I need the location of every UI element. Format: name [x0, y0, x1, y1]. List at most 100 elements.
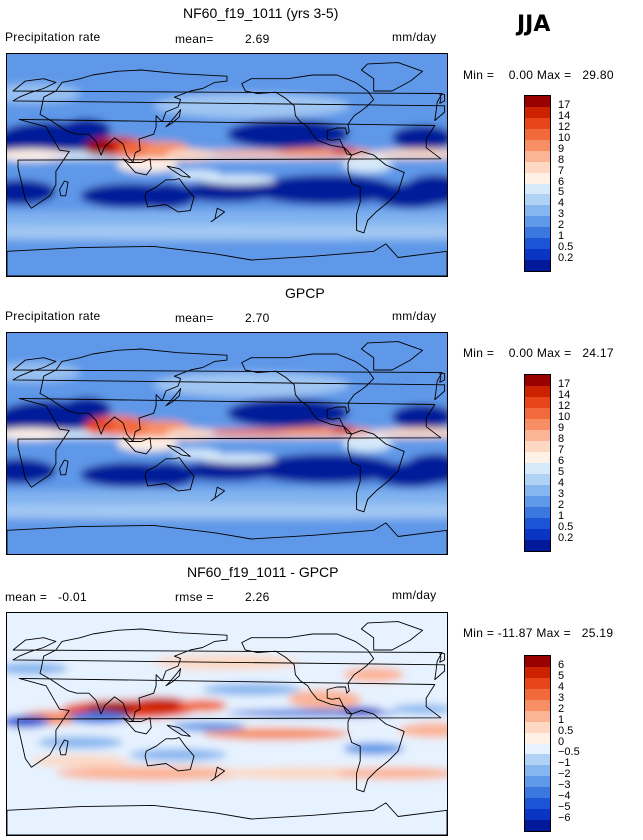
colorbar-tick-label: 0.2: [558, 252, 574, 265]
panel3-mean-label: mean = -0.01: [5, 590, 87, 604]
colorbar-swatch: [525, 677, 550, 689]
colorbar-tick-label: 3: [558, 691, 565, 704]
coastline: [165, 388, 182, 407]
coastline: [144, 737, 195, 772]
panel2-units: mm/day: [392, 309, 437, 323]
colorbar-tick-label: 5: [558, 186, 565, 199]
colorbar-tick-label: 4: [558, 477, 565, 489]
coastline: [7, 802, 447, 835]
colorbar-swatch: [525, 798, 550, 810]
colorbar-swatch: [525, 397, 550, 408]
coastline: [122, 717, 152, 735]
colorbar-tick-label: 9: [558, 142, 565, 155]
map-field: [7, 54, 447, 276]
colorbar-tick-label: 8: [558, 433, 565, 445]
coastline: [144, 457, 195, 492]
colorbar-tick-label: −1: [558, 757, 571, 770]
colorbar-tick-label: 6: [558, 175, 565, 188]
colorbar-swatch: [525, 128, 550, 140]
panel3-title: NF60_f19_1011 - GPCP: [187, 564, 339, 580]
map-field: [7, 333, 447, 554]
colorbar-tick-label: −4: [558, 790, 571, 803]
coastline: [241, 74, 375, 156]
colorbar-tick-label: −3: [558, 779, 571, 792]
colorbar-swatch: [525, 408, 550, 419]
colorbar-swatch: [525, 249, 550, 261]
colorbar-tick-label: 7: [558, 164, 565, 177]
colorbar-tick-label: 8: [558, 153, 565, 166]
colorbar-tick-label: −2: [558, 768, 571, 781]
coastline: [166, 724, 191, 737]
coastline: [165, 668, 182, 687]
colorbar-swatch: [525, 205, 550, 217]
panel1-variable-label: Precipitation rate: [5, 30, 101, 44]
colorbar-swatch: [525, 776, 550, 788]
coastline: [241, 633, 375, 715]
colorbar-swatch: [525, 809, 550, 821]
colorbar-swatch: [525, 161, 550, 173]
colorbar-tick-label: 10: [558, 411, 571, 423]
panel2-variable-label: Precipitation rate: [5, 309, 101, 323]
panel3-colorbar: [524, 655, 551, 832]
coastline: [59, 459, 69, 476]
colorbar-tick-label: 17: [558, 98, 571, 111]
coastline: [12, 357, 446, 401]
coastline: [166, 444, 191, 457]
panel1-map: [6, 53, 448, 277]
panel1-mean-label: mean=: [175, 32, 214, 46]
panel2-colorbar: [524, 374, 551, 552]
colorbar-swatch: [525, 194, 550, 206]
colorbar-swatch: [525, 441, 550, 452]
colorbar-tick-label: 5: [558, 466, 565, 478]
colorbar-tick-label: 4: [558, 680, 565, 693]
colorbar-swatch: [525, 463, 550, 474]
coastline: [144, 178, 195, 213]
colorbar-swatch: [525, 386, 550, 397]
colorbar-tick-label: 4: [558, 197, 565, 210]
coastline: [439, 372, 446, 383]
colorbar-swatch: [525, 216, 550, 228]
coastline: [39, 348, 228, 442]
coastline: [59, 180, 69, 197]
colorbar-swatch: [525, 507, 550, 518]
coastline: [210, 766, 226, 782]
colorbar-tick-label: 3: [558, 208, 565, 221]
coastline: [347, 429, 405, 513]
coastline: [7, 243, 447, 276]
colorbar-tick-label: 0.5: [558, 521, 574, 533]
coastline: [360, 341, 424, 371]
colorbar-swatch: [525, 139, 550, 151]
panel1-minmax: Min = 0.00 Max = 29.80: [463, 68, 614, 82]
colorbar-tick-label: 5: [558, 669, 565, 682]
coastline: [210, 486, 226, 502]
colorbar-tick-label: 3: [558, 488, 565, 500]
colorbar-swatch: [525, 375, 550, 386]
coastline: [59, 739, 69, 756]
colorbar-tick-label: 0.5: [558, 724, 574, 737]
coastline: [39, 69, 228, 163]
colorbar-swatch: [525, 666, 550, 678]
colorbar-tick-label: 1: [558, 510, 565, 522]
panel1-mean-value: 2.69: [245, 32, 270, 46]
colorbar-tick-label: 10: [558, 131, 571, 144]
colorbar-swatch: [525, 787, 550, 799]
panel1-colorbar: [524, 95, 551, 272]
colorbar-tick-label: 0.5: [558, 241, 574, 254]
colorbar-swatch: [525, 172, 550, 184]
colorbar-tick-label: −0.5: [558, 746, 580, 759]
colorbar-tick-label: 14: [558, 389, 571, 401]
colorbar-tick-label: 6: [558, 658, 565, 671]
coastline: [17, 677, 442, 768]
colorbar-swatch: [525, 699, 550, 711]
colorbar-tick-label: 0.2: [558, 532, 574, 544]
colorbar-swatch: [525, 732, 550, 744]
colorbar-tick-label: 17: [558, 378, 571, 390]
colorbar-tick-label: 6: [558, 455, 565, 467]
coastline: [165, 109, 182, 128]
colorbar-swatch: [525, 117, 550, 129]
colorbar-tick-label: 12: [558, 400, 571, 412]
coastline: [12, 78, 446, 122]
colorbar-swatch: [525, 721, 550, 733]
colorbar-swatch: [525, 656, 550, 667]
colorbar-swatch: [525, 452, 550, 463]
